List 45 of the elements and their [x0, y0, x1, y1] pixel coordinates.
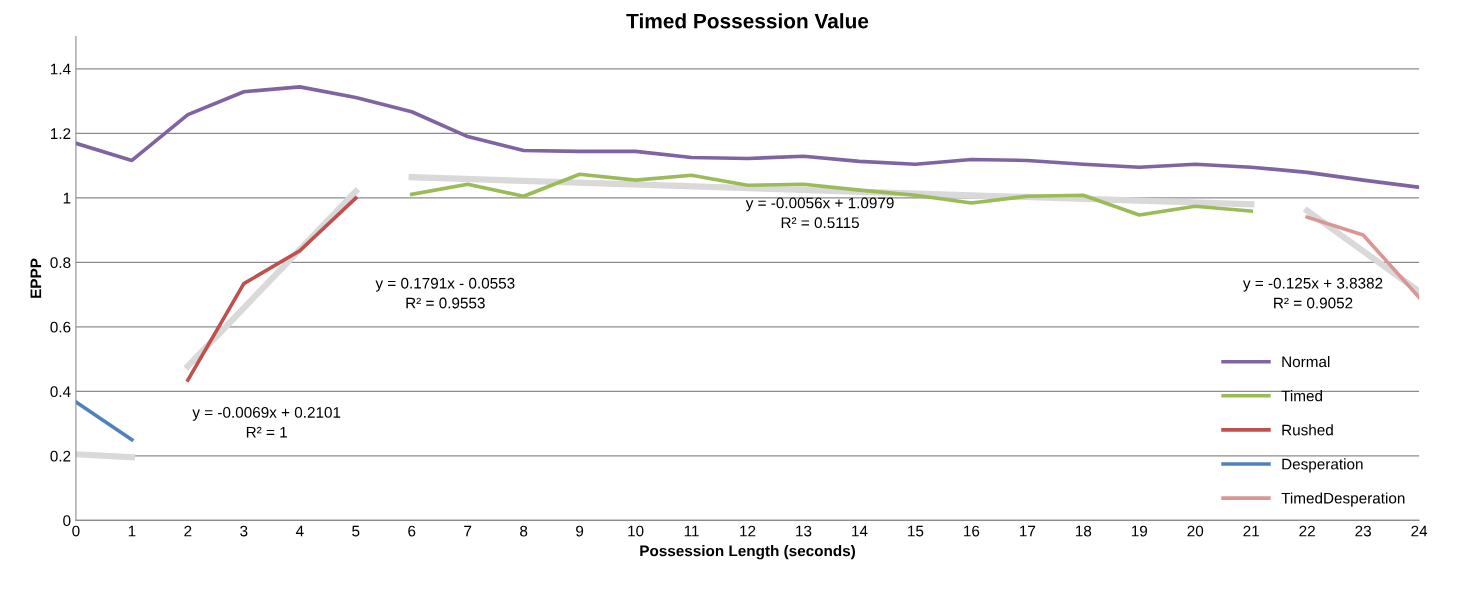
x-tick-label: 1: [128, 525, 136, 537]
y-tick-label: 0.6: [50, 321, 71, 333]
x-tick-label: 10: [628, 525, 644, 537]
legend-label: Timed: [1281, 390, 1323, 402]
y-tick-label: 0.8: [50, 257, 71, 269]
x-tick-label: 6: [408, 525, 416, 537]
x-tick-label: 2: [184, 525, 192, 537]
y-tick-label: 1: [63, 192, 71, 204]
x-tick-label: 13: [796, 525, 812, 537]
x-tick-label: 0: [72, 525, 80, 537]
annotation: y = -0.125x + 3.8382 R² = 0.9052: [1242, 277, 1383, 309]
x-tick-label: 15: [908, 525, 924, 537]
x-tick-label: 19: [1131, 525, 1148, 537]
x-tick-label: 11: [684, 525, 699, 537]
x-tick-label: 20: [1187, 525, 1204, 537]
annotation: y = -0.0056x + 1.0979 R² = 0.5115: [745, 197, 894, 229]
y-tick-label: 1.2: [50, 128, 71, 139]
legend-label: Rushed: [1282, 424, 1333, 436]
legend-label: Normal: [1282, 355, 1330, 368]
annotation: y = 0.1791x - 0.0553 R² = 0.9553: [375, 277, 515, 309]
y-tick-label: 0: [63, 515, 71, 527]
y-axis-title: EPPP: [30, 258, 42, 298]
y-tick-label: 1.4: [50, 63, 71, 75]
x-tick-label: 4: [295, 525, 304, 537]
x-tick-label: 7: [464, 525, 472, 537]
x-tick-label: 17: [1020, 525, 1036, 537]
x-tick-label: 5: [352, 525, 360, 537]
annotation: y = -0.0069x + 0.2101 R² = 1: [192, 407, 341, 438]
x-tick-label: 23: [1355, 525, 1371, 537]
x-tick-label: 8: [520, 525, 528, 537]
x-tick-label: 18: [1075, 525, 1092, 537]
legend-label: Desperation: [1282, 458, 1363, 473]
x-tick-label: 14: [852, 525, 868, 537]
x-tick-label: 24: [1411, 525, 1428, 537]
legend-label: TimedDesperation: [1281, 492, 1405, 507]
chart-title: Timed Possession Value: [626, 13, 869, 29]
y-tick-label: 0.4: [50, 386, 71, 398]
x-tick-label: 16: [964, 525, 980, 537]
x-axis-title: Possession Length (seconds): [640, 545, 856, 560]
y-tick-label: 0.2: [50, 450, 71, 462]
x-tick-label: 3: [240, 525, 248, 537]
x-tick-label: 22: [1299, 525, 1315, 537]
x-tick-label: 21: [1243, 525, 1259, 537]
x-tick-label: 9: [576, 525, 584, 537]
x-tick-label: 12: [740, 525, 756, 537]
